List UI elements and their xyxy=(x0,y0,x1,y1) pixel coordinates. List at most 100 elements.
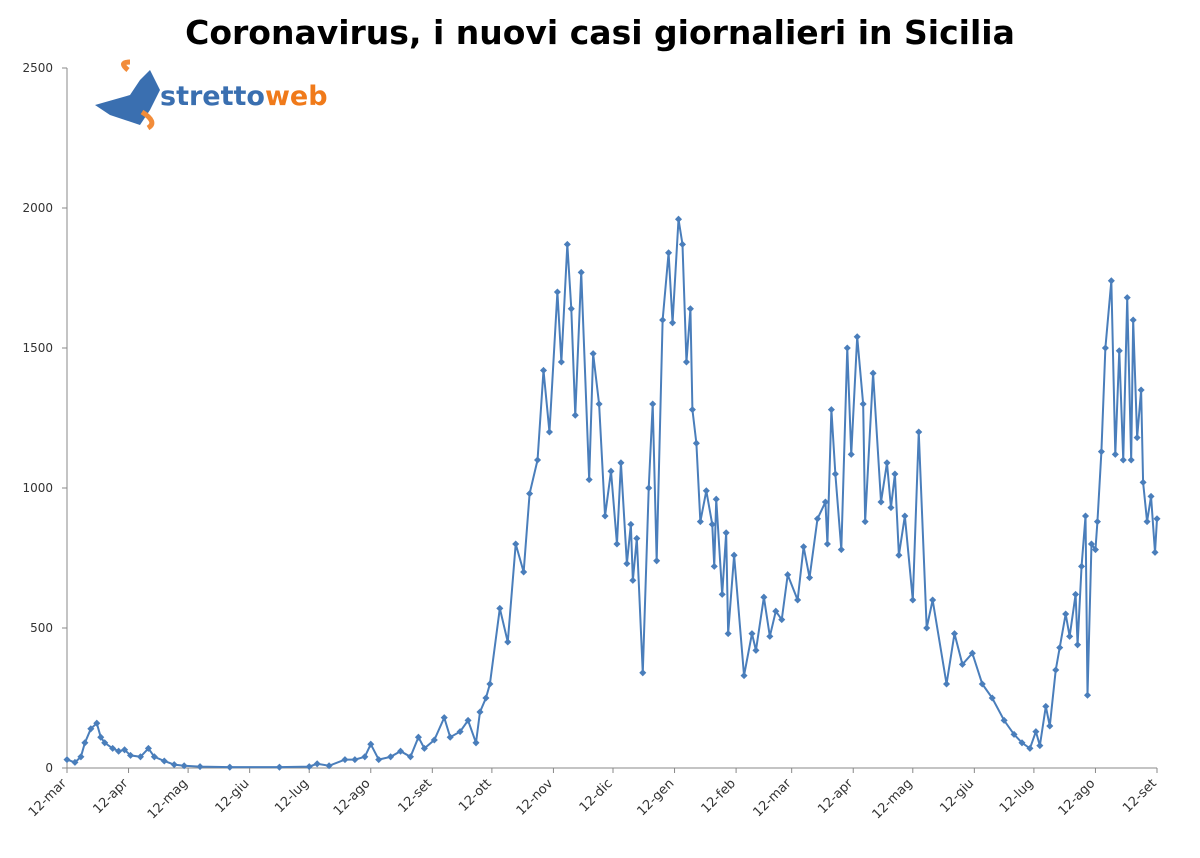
marker xyxy=(539,366,548,374)
marker xyxy=(923,624,931,632)
marker xyxy=(1010,730,1018,738)
y-tick-label: 1500 xyxy=(22,341,53,355)
marker xyxy=(397,747,405,755)
marker xyxy=(929,596,937,604)
marker xyxy=(669,319,677,327)
x-tick-label: 12-mag xyxy=(145,776,191,822)
marker xyxy=(1119,456,1127,464)
marker xyxy=(901,512,909,520)
marker xyxy=(1129,316,1137,324)
marker xyxy=(93,719,101,727)
marker xyxy=(534,456,542,464)
marker xyxy=(1097,448,1105,456)
marker xyxy=(943,680,951,688)
logo-text: strettoweb xyxy=(160,81,328,112)
marker xyxy=(121,746,129,754)
marker xyxy=(629,576,637,584)
marker xyxy=(784,571,792,579)
marker xyxy=(659,316,667,324)
y-tick-label: 1000 xyxy=(22,481,53,495)
marker xyxy=(387,753,395,761)
marker xyxy=(978,680,986,688)
marker xyxy=(482,694,490,702)
x-tick-label: 12-mag xyxy=(870,776,916,822)
x-tick-label: 12-nov xyxy=(514,776,557,819)
marker xyxy=(97,733,105,741)
marker xyxy=(665,249,673,257)
marker xyxy=(813,515,822,523)
x-tick-label: 12-mar xyxy=(26,776,70,820)
line xyxy=(66,219,1158,769)
marker xyxy=(766,632,774,640)
marker xyxy=(464,716,472,724)
marker xyxy=(1081,512,1090,520)
marker xyxy=(109,744,117,752)
marker xyxy=(1046,722,1054,730)
marker xyxy=(1062,610,1070,618)
marker xyxy=(512,540,520,548)
marker xyxy=(613,540,621,548)
x-tick-label: 12-lug xyxy=(997,776,1037,816)
x-tick-label: 12-gen xyxy=(634,776,677,819)
marker xyxy=(150,753,158,761)
marker xyxy=(678,240,687,248)
marker xyxy=(891,470,899,478)
marker xyxy=(712,495,720,503)
marker xyxy=(420,744,428,752)
marker xyxy=(446,733,454,741)
marker xyxy=(351,756,359,764)
marker xyxy=(760,593,768,601)
marker xyxy=(823,540,831,548)
marker xyxy=(486,680,494,688)
marker xyxy=(180,762,188,770)
marker xyxy=(226,763,234,771)
logo: strettoweb xyxy=(95,59,328,131)
marker xyxy=(722,529,730,537)
marker xyxy=(853,333,861,341)
marker xyxy=(748,630,756,638)
x-tick-label: 12-ago xyxy=(1056,776,1099,819)
marker xyxy=(313,760,321,768)
marker xyxy=(702,487,710,495)
marker xyxy=(843,344,851,352)
x-tick-label: 12-set xyxy=(1120,776,1160,816)
marker xyxy=(367,740,375,748)
marker xyxy=(77,753,85,761)
x-tick-label: 12-dic xyxy=(577,776,616,815)
marker xyxy=(752,646,760,654)
marker xyxy=(476,708,484,716)
marker xyxy=(1139,478,1147,486)
y-tick-label: 2000 xyxy=(22,201,53,215)
y-tick-label: 0 xyxy=(45,761,53,775)
marker xyxy=(563,240,571,248)
marker xyxy=(571,411,579,419)
marker xyxy=(545,428,553,436)
marker xyxy=(794,596,802,604)
marker xyxy=(375,756,383,764)
marker xyxy=(682,358,690,366)
marker xyxy=(567,305,575,313)
marker xyxy=(831,470,839,478)
x-tick-label: 12-ott xyxy=(456,776,495,815)
marker xyxy=(1042,702,1050,710)
marker xyxy=(869,369,877,377)
marker xyxy=(115,747,123,755)
marker xyxy=(692,439,700,447)
marker xyxy=(696,518,704,526)
marker xyxy=(627,520,635,528)
marker xyxy=(950,630,959,638)
marker xyxy=(1123,294,1131,302)
marker xyxy=(617,459,625,467)
marker xyxy=(708,520,716,528)
logo-text-b: web xyxy=(265,81,328,112)
marker xyxy=(341,756,349,764)
x-tick-label: 12-apr xyxy=(91,776,132,817)
marker xyxy=(1036,742,1044,750)
marker xyxy=(778,616,786,624)
marker xyxy=(557,358,565,366)
marker xyxy=(170,761,178,769)
marker xyxy=(988,694,996,702)
marker xyxy=(136,753,144,761)
y-tick-label: 500 xyxy=(30,621,53,635)
